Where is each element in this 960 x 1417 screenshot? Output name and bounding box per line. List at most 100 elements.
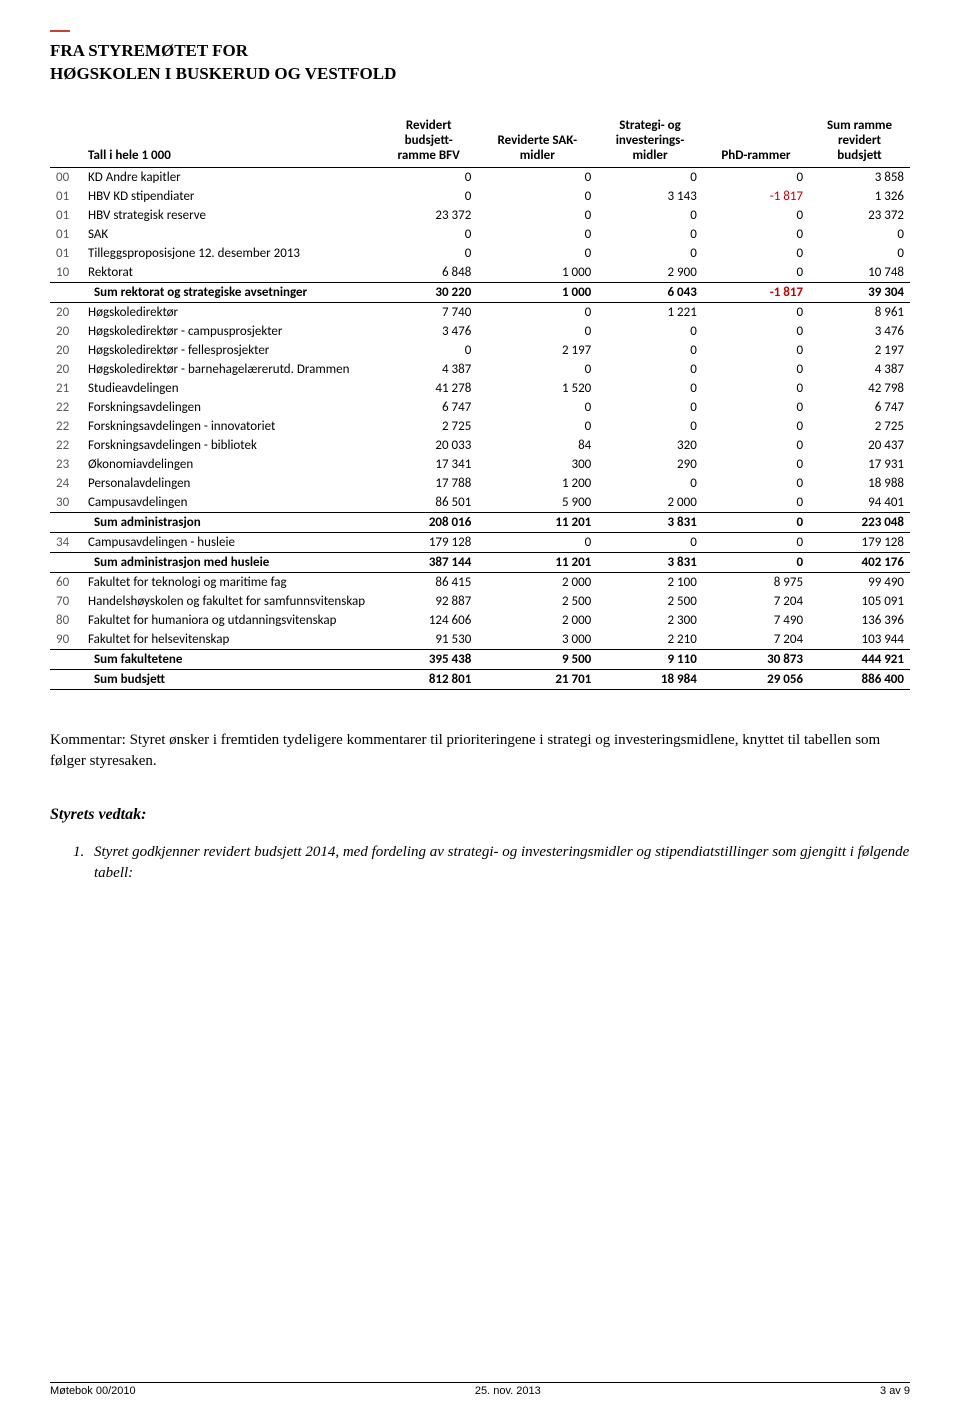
cell-value: 84 (477, 436, 597, 455)
cell-value: 3 831 (597, 552, 703, 572)
cell-value: 0 (597, 532, 703, 552)
cell-value: 30 873 (703, 649, 809, 669)
sum-row: Sum fakultetene395 4389 5009 11030 87344… (50, 649, 910, 669)
cell-value: 0 (477, 302, 597, 322)
table-row: 20Høgskoledirektør - campusprosjekter3 4… (50, 322, 910, 341)
table-row: 23Økonomiavdelingen17 341300290017 931 (50, 455, 910, 474)
cell-value: 29 056 (703, 669, 809, 689)
cell-value: 0 (703, 398, 809, 417)
cell-value: 0 (380, 225, 477, 244)
cell-value: 1 000 (477, 282, 597, 302)
cell-value: 395 438 (380, 649, 477, 669)
table-row: 20Høgskoledirektør7 74001 22108 961 (50, 302, 910, 322)
cell-value: 0 (597, 225, 703, 244)
comment-paragraph: Kommentar: Styret ønsker i fremtiden tyd… (50, 730, 910, 772)
row-label: Sum fakultetene (82, 649, 380, 669)
cell-value: 0 (703, 532, 809, 552)
row-label: Campusavdelingen - husleie (82, 532, 380, 552)
row-code: 80 (50, 611, 82, 630)
row-label: Fakultet for teknologi og maritime fag (82, 572, 380, 592)
row-label: Fakultet for humaniora og utdanningsvite… (82, 611, 380, 630)
cell-value: 0 (597, 474, 703, 493)
cell-value: 0 (477, 532, 597, 552)
header-line-2: HØGSKOLEN I BUSKERUD OG VESTFOLD (50, 64, 396, 83)
row-label: KD Andre kapitler (82, 167, 380, 187)
row-label: Campusavdelingen (82, 493, 380, 513)
cell-value: 21 701 (477, 669, 597, 689)
cell-value: 3 000 (477, 630, 597, 650)
table-row: 70Handelshøyskolen og fakultet for samfu… (50, 592, 910, 611)
corner-label: Tall i hele 1 000 (82, 116, 380, 168)
vedtak-list: Styret godkjenner revidert budsjett 2014… (50, 842, 910, 884)
table-row: 22Forskningsavdelingen - bibliotek20 033… (50, 436, 910, 455)
cell-value: -1 817 (703, 282, 809, 302)
table-row: 01HBV KD stipendiater003 143-1 8171 326 (50, 187, 910, 206)
row-code: 01 (50, 187, 82, 206)
table-row: 34Campusavdelingen - husleie179 12800017… (50, 532, 910, 552)
col-2: Reviderte SAK-midler (477, 116, 597, 168)
row-label: Sum rektorat og strategiske avsetninger (82, 282, 380, 302)
cell-value: 4 387 (809, 360, 910, 379)
row-label: Høgskoledirektør - fellesprosjekter (82, 341, 380, 360)
cell-value: 18 984 (597, 669, 703, 689)
cell-value: 1 000 (477, 263, 597, 283)
cell-value: 3 858 (809, 167, 910, 187)
cell-value: 0 (703, 225, 809, 244)
cell-value: 4 387 (380, 360, 477, 379)
col-4: PhD-rammer (703, 116, 809, 168)
cell-value: 290 (597, 455, 703, 474)
row-code: 20 (50, 360, 82, 379)
row-label: Rektorat (82, 263, 380, 283)
cell-value: 8 961 (809, 302, 910, 322)
cell-value: -1 817 (703, 187, 809, 206)
cell-value: 0 (703, 302, 809, 322)
table-row: 21Studieavdelingen41 2781 5200042 798 (50, 379, 910, 398)
row-code: 10 (50, 263, 82, 283)
cell-value: 1 200 (477, 474, 597, 493)
row-label: Sum administrasjon (82, 512, 380, 532)
row-label: SAK (82, 225, 380, 244)
cell-value: 0 (597, 379, 703, 398)
row-label: Handelshøyskolen og fakultet for samfunn… (82, 592, 380, 611)
row-code (50, 552, 82, 572)
row-label: Studieavdelingen (82, 379, 380, 398)
cell-value: 23 372 (380, 206, 477, 225)
cell-value: 223 048 (809, 512, 910, 532)
row-code (50, 512, 82, 532)
cell-value: 3 831 (597, 512, 703, 532)
table-row: 20Høgskoledirektør - barnehagelærerutd. … (50, 360, 910, 379)
row-code: 22 (50, 417, 82, 436)
cell-value: 92 887 (380, 592, 477, 611)
row-label: HBV strategisk reserve (82, 206, 380, 225)
row-code (50, 282, 82, 302)
cell-value: 0 (703, 167, 809, 187)
cell-value: 1 326 (809, 187, 910, 206)
cell-value: 402 176 (809, 552, 910, 572)
row-label: Fakultet for helsevitenskap (82, 630, 380, 650)
cell-value: 91 530 (380, 630, 477, 650)
row-code: 20 (50, 341, 82, 360)
cell-value: 124 606 (380, 611, 477, 630)
row-code: 90 (50, 630, 82, 650)
cell-value: 7 740 (380, 302, 477, 322)
row-label: Forskningsavdelingen (82, 398, 380, 417)
table-row: 22Forskningsavdelingen - innovatoriet2 7… (50, 417, 910, 436)
col-1: Revidertbudsjett-ramme BFV (380, 116, 477, 168)
cell-value: 179 128 (809, 532, 910, 552)
row-label: Sum budsjett (82, 669, 380, 689)
row-code: 34 (50, 532, 82, 552)
cell-value: 0 (477, 398, 597, 417)
footer-right: 3 av 9 (880, 1385, 910, 1397)
row-label: Forskningsavdelingen - innovatoriet (82, 417, 380, 436)
cell-value: 9 500 (477, 649, 597, 669)
row-label: Høgskoledirektør - barnehagelærerutd. Dr… (82, 360, 380, 379)
table-row: 10Rektorat6 8481 0002 900010 748 (50, 263, 910, 283)
row-code (50, 669, 82, 689)
table-row: 90Fakultet for helsevitenskap91 5303 000… (50, 630, 910, 650)
cell-value: 86 415 (380, 572, 477, 592)
table-row: 20Høgskoledirektør - fellesprosjekter02 … (50, 341, 910, 360)
cell-value: 0 (809, 244, 910, 263)
cell-value: 2 500 (597, 592, 703, 611)
cell-value: 10 748 (809, 263, 910, 283)
cell-value: 0 (703, 379, 809, 398)
